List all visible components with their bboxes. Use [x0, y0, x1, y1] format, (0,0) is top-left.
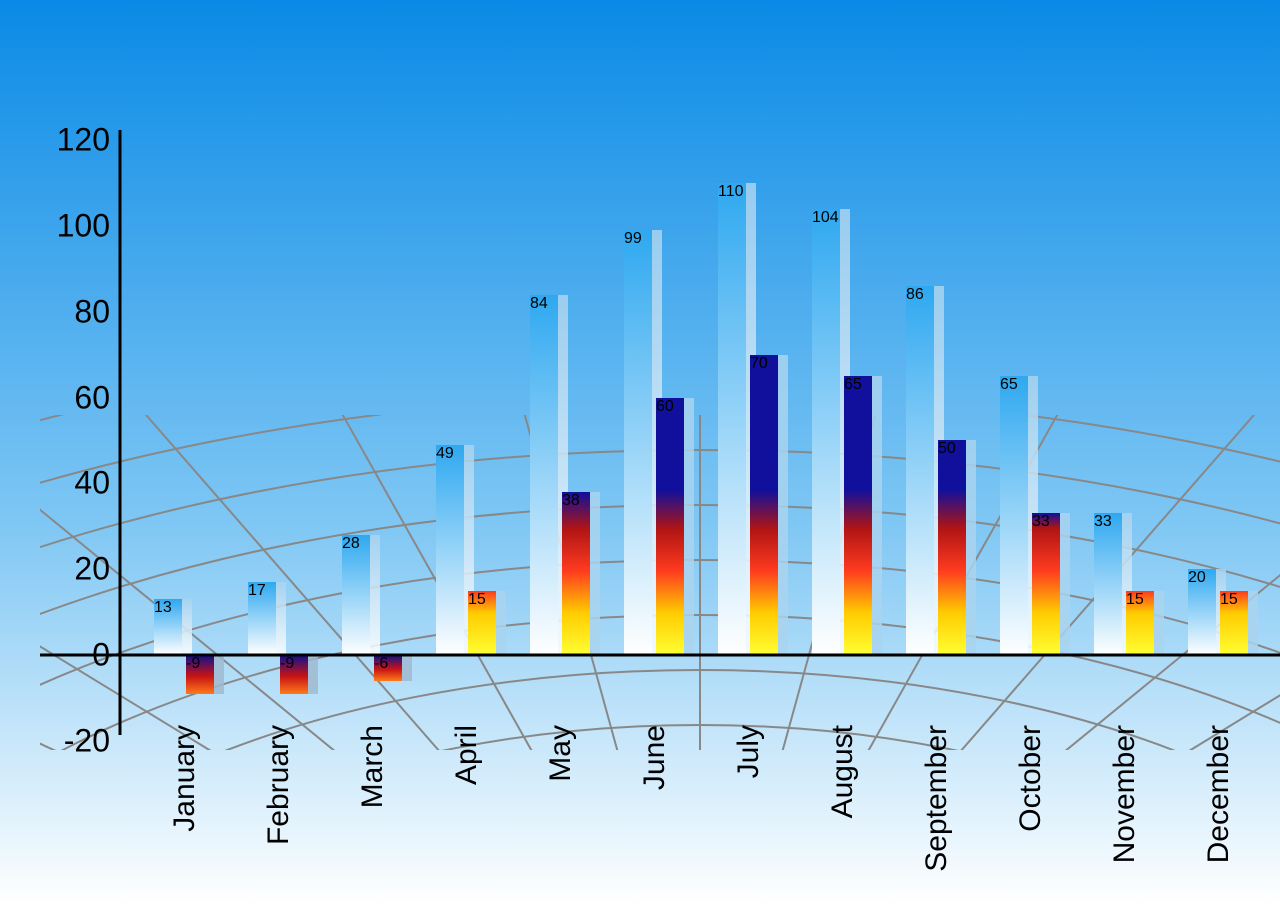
axes-lines	[0, 0, 1280, 905]
monthly-bar-chart: -20020406080100120 JanuaryFebruaryMarchA…	[0, 0, 1280, 905]
